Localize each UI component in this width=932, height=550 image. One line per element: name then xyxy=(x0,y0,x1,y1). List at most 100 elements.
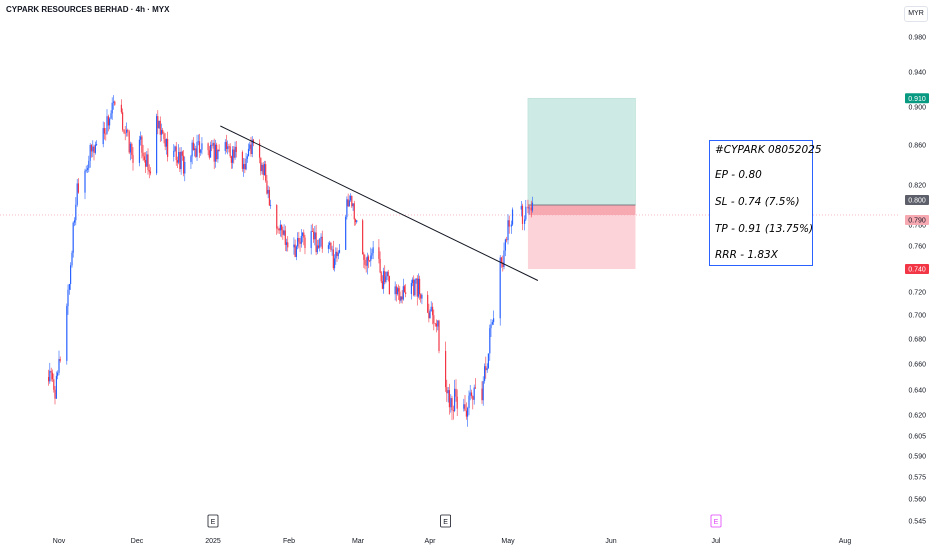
candle-body xyxy=(467,408,469,417)
trade-note: #CYPARK 08052025 EP - 0.80 SL - 0.74 (7.… xyxy=(709,140,822,266)
note-target-line: TP - 0.91 (13.75%) xyxy=(715,223,814,235)
candle-body xyxy=(507,220,509,241)
candle-body xyxy=(258,143,261,158)
candle-body xyxy=(473,387,475,400)
candle-body xyxy=(230,156,232,163)
candle-body xyxy=(149,171,152,174)
candle-body xyxy=(140,136,142,140)
candle-body xyxy=(525,206,527,220)
candle-body xyxy=(229,146,231,157)
candle-body xyxy=(192,142,194,151)
candle-body xyxy=(401,296,403,300)
x-tick-label: Feb xyxy=(283,538,295,545)
candle-body xyxy=(332,249,334,269)
candle-body xyxy=(362,220,364,255)
candle-body xyxy=(452,410,454,412)
candle-body xyxy=(193,148,196,151)
candle-body xyxy=(174,146,176,151)
candle-body xyxy=(487,353,489,369)
candle-body xyxy=(410,282,413,295)
candle-body xyxy=(481,388,483,401)
candle-body xyxy=(167,138,169,157)
candle-body xyxy=(180,151,182,170)
earnings-marker-label: E xyxy=(714,519,719,526)
candle-body xyxy=(244,164,246,170)
candle-body xyxy=(110,113,112,119)
candle-body xyxy=(92,146,94,152)
candle-body xyxy=(313,231,315,240)
stop-zone xyxy=(527,205,636,269)
y-tick-label: 0.590 xyxy=(908,454,926,461)
candle-body xyxy=(165,138,168,147)
candle-body xyxy=(281,224,283,231)
y-tick-label: 0.620 xyxy=(908,413,926,420)
candle-body xyxy=(335,251,337,259)
candle-body xyxy=(173,150,175,157)
candle-body xyxy=(164,139,166,147)
candle-body xyxy=(438,320,440,352)
x-tick-label: Apr xyxy=(425,538,437,545)
candle-body xyxy=(445,351,447,388)
candle-body xyxy=(209,144,212,158)
candle-body xyxy=(96,144,98,145)
candle-body xyxy=(451,398,453,411)
note-stop-line: SL - 0.74 (7.5%) xyxy=(715,196,800,208)
candle-body xyxy=(284,230,286,245)
candle-body xyxy=(74,220,76,223)
candle-body xyxy=(474,387,476,389)
candle-body xyxy=(510,224,512,227)
x-tick-label: Aug xyxy=(839,538,852,545)
candle-body xyxy=(282,230,284,235)
candle-body xyxy=(191,142,193,157)
candle-body xyxy=(485,366,487,371)
candle-body xyxy=(365,264,367,266)
candle-body xyxy=(77,183,79,193)
candle-body xyxy=(175,146,177,161)
candle-body xyxy=(195,148,197,157)
currency-button[interactable]: MYR xyxy=(904,6,928,22)
candle-body xyxy=(398,288,400,292)
candle-body xyxy=(283,230,285,235)
candle-body xyxy=(197,141,199,143)
candle-body xyxy=(421,294,423,299)
candle-body xyxy=(500,257,502,263)
candle-body xyxy=(416,278,418,297)
candle-body xyxy=(353,203,355,220)
x-tick-label: Jun xyxy=(605,538,616,545)
candle-body xyxy=(196,142,198,157)
candle-body xyxy=(262,164,264,175)
candle-body xyxy=(331,249,333,251)
chart-title: CYPARK RESOURCES BERHAD · 4h · MYX xyxy=(6,5,170,14)
candle-body xyxy=(366,256,368,266)
candle-body xyxy=(493,318,495,323)
candle-body xyxy=(72,222,74,253)
candle-body xyxy=(395,286,397,295)
trendline-segment xyxy=(220,125,539,281)
candle-body xyxy=(448,390,450,408)
candle-body xyxy=(278,228,280,231)
candle-body xyxy=(200,149,202,153)
y-tick-label: 0.820 xyxy=(908,183,926,190)
candle-body xyxy=(447,390,449,394)
candle-body xyxy=(427,294,429,313)
candle-body xyxy=(348,200,350,207)
candle-body xyxy=(327,245,330,249)
candle-body xyxy=(372,247,374,254)
candle-body xyxy=(417,278,419,297)
candle-body xyxy=(94,144,96,153)
candle-body xyxy=(212,142,214,146)
candle-body xyxy=(354,219,357,223)
y-tick-label: 0.980 xyxy=(908,35,926,42)
candle-body xyxy=(456,396,458,409)
candle-body xyxy=(370,255,372,261)
candle-body xyxy=(524,219,526,224)
candle-body xyxy=(249,144,251,149)
candle-body xyxy=(214,144,217,162)
candle-body xyxy=(107,116,109,126)
candle-body xyxy=(176,160,179,163)
candle-body xyxy=(464,404,466,411)
candle-body xyxy=(87,168,89,170)
candle-body xyxy=(266,180,268,194)
x-tick-label: May xyxy=(501,538,515,545)
